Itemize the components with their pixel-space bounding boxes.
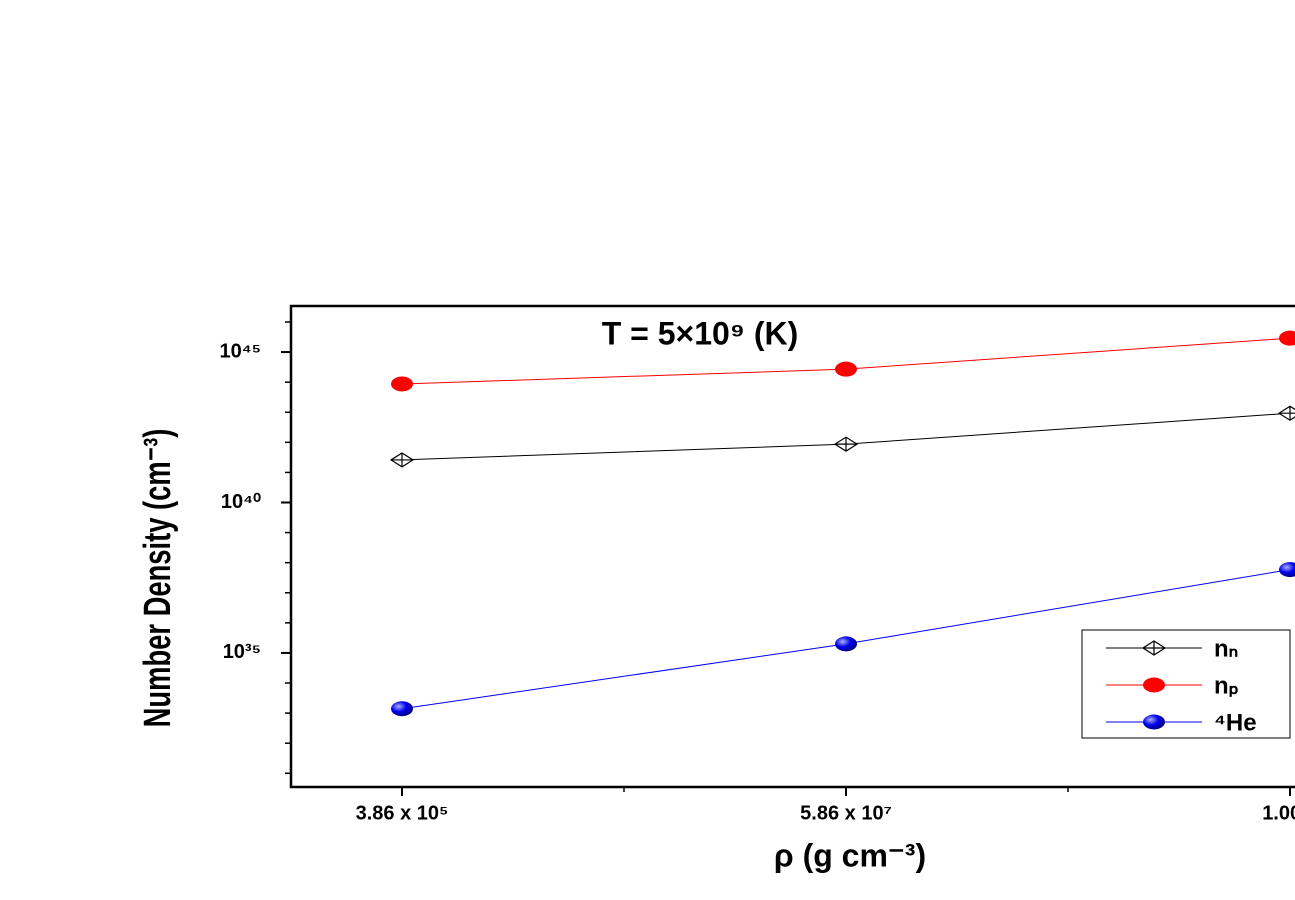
marker-shape [1277, 405, 1295, 421]
marker [1277, 405, 1295, 421]
y-axis-label: Number Density (cm⁻³) [137, 429, 179, 728]
marker-shape [389, 452, 415, 468]
marker [1143, 714, 1165, 730]
marker [1143, 677, 1165, 693]
marker [1279, 330, 1295, 346]
marker [835, 361, 857, 377]
plot-frame [289, 304, 1295, 789]
marker [391, 701, 413, 717]
marker [1141, 640, 1167, 656]
x-tick-label: 5.86 x 10⁷ [800, 802, 892, 824]
marker-shape [1141, 640, 1167, 656]
chart-title: T = 5×10⁹ (K) [602, 315, 799, 351]
legend-label: nₙ [1214, 635, 1238, 662]
marker [391, 376, 413, 392]
marker [835, 636, 857, 652]
marker [833, 436, 859, 452]
marker-shape [833, 436, 859, 452]
y-tick-label: 10⁴⁵ [219, 340, 261, 362]
marker [389, 452, 415, 468]
marker [1279, 562, 1295, 578]
y-tick-label: 10⁴⁰ [221, 491, 261, 513]
x-tick-label: 1.00 x [1262, 802, 1295, 824]
series-line [401, 337, 1291, 385]
x-axis-label: ρ (g cm⁻³) [774, 837, 926, 873]
x-tick-label: 3.86 x 10⁵ [356, 802, 449, 824]
legend-label: ⁴He [1214, 709, 1257, 736]
legend-label: nₚ [1214, 672, 1239, 699]
y-tick-label: 10³⁵ [223, 641, 261, 663]
